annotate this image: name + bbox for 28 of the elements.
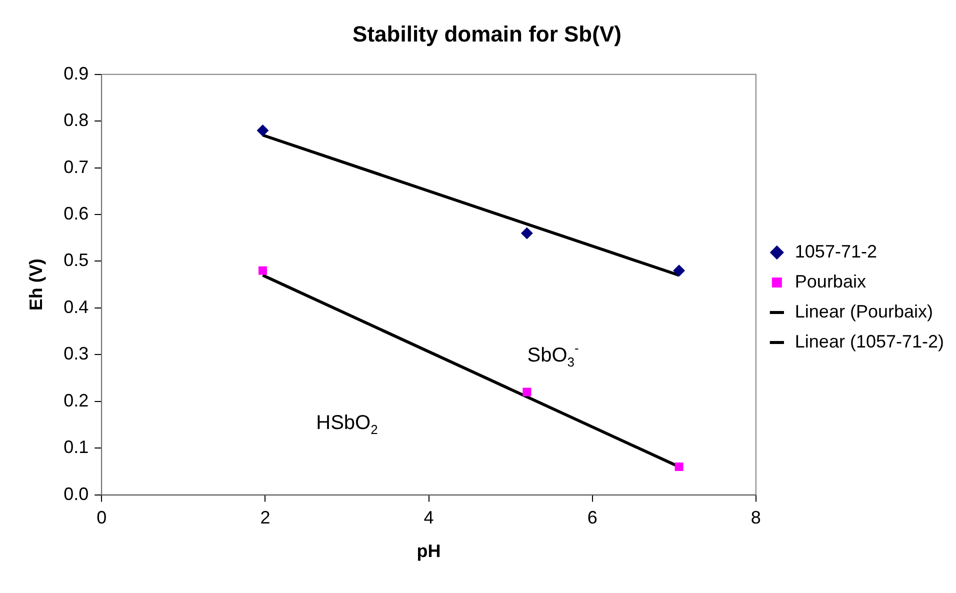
x-tick-label: 4 [424, 508, 434, 528]
legend-label: Pourbaix [794, 271, 866, 292]
x-tick-label: 8 [750, 508, 761, 528]
y-tick-label: 0.5 [64, 250, 89, 270]
point [673, 264, 686, 277]
y-tick-label: 0.2 [64, 390, 89, 410]
point [522, 388, 532, 396]
x-tick-label: 0 [96, 508, 107, 528]
y-tick-label: 0.3 [64, 344, 89, 364]
point [674, 462, 684, 472]
y-tick-label: 0.7 [64, 156, 89, 177]
y-tick-label: 0.0 [64, 484, 89, 504]
point [258, 266, 267, 275]
point [520, 227, 533, 240]
legend-label: 1057-71-2 [794, 241, 877, 262]
x-tick-label: 2 [260, 508, 270, 528]
legend-label: Linear (1057-71-2) [794, 331, 944, 352]
point [256, 124, 269, 136]
y-tick-label: 0.1 [64, 437, 89, 458]
y-tick-label: 0.4 [64, 296, 89, 317]
legend-label: Linear (Pourbaix) [794, 301, 933, 322]
y-tick-label: 0.9 [64, 63, 89, 84]
y-axis-title: Eh (V) [26, 258, 46, 311]
x-tick-label: 6 [587, 508, 598, 528]
y-tick-label: 0.6 [64, 204, 89, 224]
chart-title: Stability domain for Sb(V) [352, 21, 622, 46]
y-tick-label: 0.8 [64, 110, 89, 130]
x-axis-title: pH [416, 541, 441, 562]
